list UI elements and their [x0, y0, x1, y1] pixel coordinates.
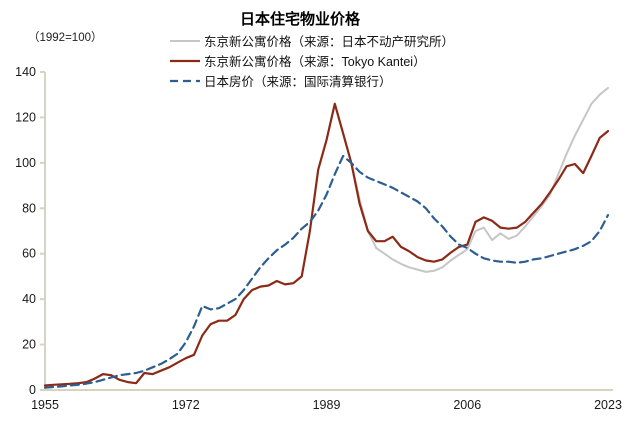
legend: 东京新公寓价格（来源：日本不动产研究所） 东京新公寓价格（来源：Tokyo Kan… [170, 31, 454, 90]
legend-item-label: 东京新公寓价格（来源：Tokyo Kantei） [204, 55, 426, 69]
legend-line-swatch [170, 39, 200, 42]
y-axis-tick-label: 40 [22, 292, 36, 306]
y-axis-unit-label: （1992=100） [28, 32, 103, 44]
y-axis-tick-label: 80 [22, 201, 36, 215]
x-axis-tick-label: 2023 [594, 398, 622, 412]
legend-item-label: 东京新公寓价格（来源：日本不动产研究所） [204, 35, 455, 49]
y-axis-tick-label: 100 [15, 156, 36, 170]
y-axis-tick-label: 0 [29, 383, 36, 397]
legend-item: 东京新公寓价格（来源：日本不动产研究所） [170, 31, 454, 50]
chart-title: 日本住宅物业价格 [239, 11, 360, 28]
x-axis-tick-label: 1972 [172, 398, 200, 412]
series-line [43, 102, 610, 387]
x-axis-tick-label: 1989 [313, 398, 341, 412]
series-line [350, 86, 609, 273]
legend-item-label: 日本房价（来源：国际清算银行） [204, 75, 392, 89]
x-axis-tick-label: 1955 [31, 398, 59, 412]
y-axis-tick-label: 120 [15, 110, 36, 124]
axis-lines [44, 72, 613, 391]
y-axis-tick-label: 140 [15, 65, 36, 79]
legend-line-swatch [170, 79, 200, 82]
x-axis-tick-label: 2006 [453, 398, 481, 412]
legend-item: 日本房价（来源：国际清算银行） [170, 71, 454, 90]
legend-line-swatch [170, 59, 200, 62]
series-line [43, 154, 610, 389]
legend-item: 东京新公寓价格（来源：Tokyo Kantei） [170, 51, 454, 70]
y-axis-tick-label: 20 [22, 338, 36, 352]
y-axis-tick-label: 60 [22, 247, 36, 261]
